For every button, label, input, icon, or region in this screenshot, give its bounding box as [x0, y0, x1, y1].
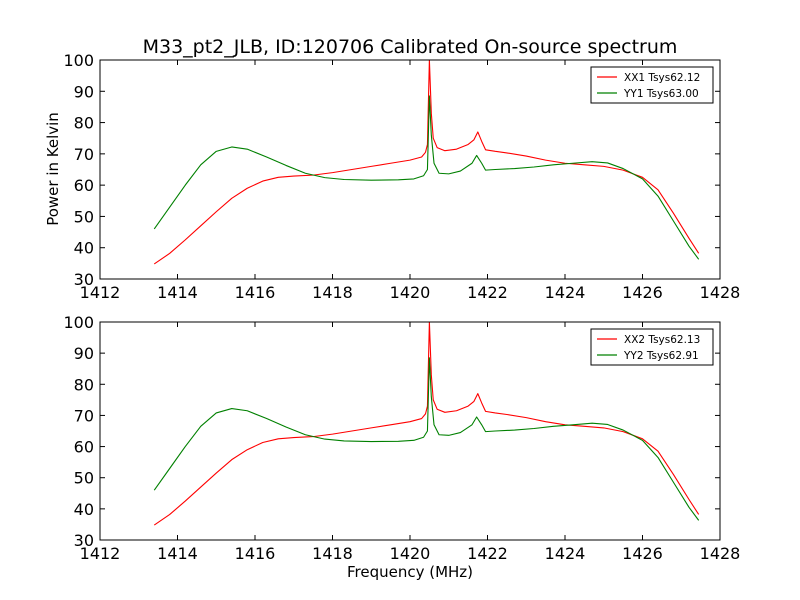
series-line-2: [153, 95, 700, 260]
x-tick-label: 1422: [467, 544, 508, 563]
y-tick-label: 30: [74, 270, 94, 289]
x-tick-label: 1416: [235, 544, 276, 563]
legend-label: YY2 Tsys62.91: [623, 350, 699, 362]
x-tick-label: 1420: [390, 544, 431, 563]
y-axis-label: Power in Kelvin: [44, 112, 62, 226]
y-tick-label: 100: [63, 313, 94, 332]
chart-title: M33_pt2_JLB, ID:120706 Calibrated On-sou…: [143, 36, 678, 58]
legend-box: [590, 66, 714, 104]
legend-label: XX2 Tsys62.13: [624, 334, 700, 346]
x-tick-label: 1426: [622, 544, 663, 563]
y-tick-label: 90: [74, 344, 94, 363]
y-tick-label: 60: [74, 176, 94, 195]
panel-2: 1412 1414 1416 1418 1420 1422 1424 1426 1428 30 40…: [63, 313, 740, 563]
x-tick-label: 1420: [390, 283, 431, 302]
y-tick-label: 60: [74, 438, 94, 457]
x-tick-label: 1418: [312, 283, 353, 302]
x-tick-label: 1426: [622, 283, 663, 302]
series-line-2: [153, 357, 700, 521]
panel-1: 1412 1414 1416 1418 1420 1422 1424 1426 1428 30 40…: [63, 51, 740, 302]
x-tick-label: 1416: [235, 283, 276, 302]
legend-box: [590, 328, 714, 366]
y-tick-label: 80: [74, 114, 94, 133]
x-tick-label: 1412: [80, 544, 121, 563]
panels-layer: 1412 1414 1416 1418 1420 1422 1424 1426 1428 30 40…: [63, 51, 740, 563]
x-tick-label: 1418: [312, 544, 353, 563]
x-tick-label: 1412: [80, 283, 121, 302]
legend-label: YY1 Tsys63.00: [623, 88, 699, 100]
legend-label: XX1 Tsys62.12: [624, 72, 700, 84]
y-tick-label: 70: [74, 406, 94, 425]
y-tick-label: 40: [74, 239, 94, 258]
y-tick-label: 100: [63, 51, 94, 70]
x-tick-label: 1414: [157, 283, 198, 302]
y-tick-label: 80: [74, 375, 94, 394]
x-axis-label: Frequency (MHz): [347, 563, 473, 581]
y-tick-label: 70: [74, 145, 94, 164]
legend: XX1 Tsys62.12 YY1 Tsys63.00: [590, 66, 714, 104]
x-tick-label: 1428: [700, 283, 741, 302]
y-tick-label: 50: [74, 207, 94, 226]
x-tick-label: 1424: [545, 544, 586, 563]
y-tick-label: 50: [74, 469, 94, 488]
x-tick-label: 1414: [157, 544, 198, 563]
legend: XX2 Tsys62.13 YY2 Tsys62.91: [590, 328, 714, 366]
series-line-1: [153, 60, 700, 265]
x-tick-label: 1428: [700, 544, 741, 563]
y-tick-label: 90: [74, 82, 94, 101]
series-line-1: [153, 322, 700, 526]
x-tick-label: 1424: [545, 283, 586, 302]
x-tick-label: 1422: [467, 283, 508, 302]
y-tick-label: 30: [74, 531, 94, 550]
y-tick-label: 40: [74, 500, 94, 519]
